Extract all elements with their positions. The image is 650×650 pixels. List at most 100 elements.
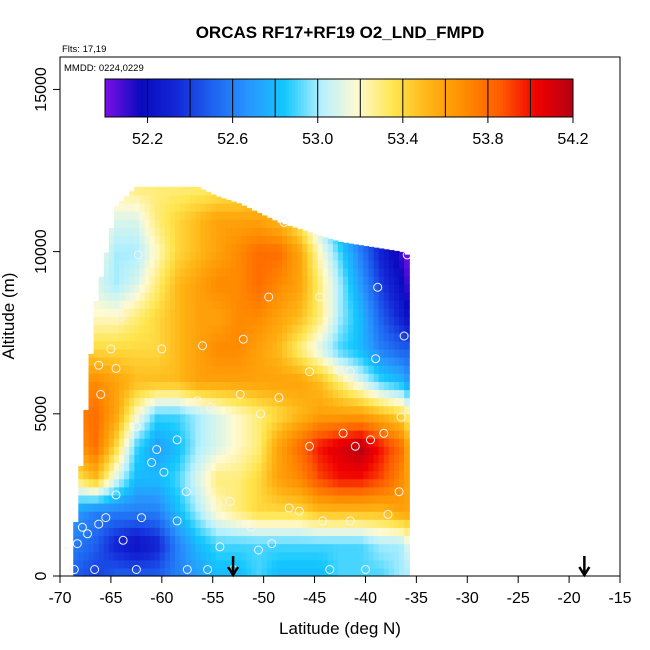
heatmap-cell (185, 559, 191, 569)
heatmap-cell (322, 454, 329, 464)
heatmap-cell (302, 405, 309, 415)
heatmap-cell (108, 267, 115, 277)
heatmap-cell (103, 300, 110, 309)
heatmap-cell (108, 430, 115, 439)
heatmap-cell (327, 543, 334, 553)
heatmap-cell (337, 389, 344, 399)
heatmap-cell (241, 454, 247, 464)
colorbar-segment (271, 79, 276, 117)
heatmap-cell (251, 430, 258, 439)
heatmap-cell (154, 551, 161, 561)
heatmap-cell (343, 259, 349, 269)
heatmap-cell (154, 324, 161, 334)
heatmap-cell (231, 389, 237, 399)
heatmap-cell (317, 340, 324, 350)
heatmap-cell (98, 462, 105, 472)
heatmap-cell (200, 397, 207, 407)
heatmap-cell (164, 567, 171, 577)
heatmap-cell (383, 405, 390, 415)
heatmap-cell (383, 519, 390, 528)
heatmap-cell (261, 486, 268, 496)
heatmap-cell (144, 348, 151, 358)
heatmap-cell (246, 227, 253, 237)
heatmap-cell (195, 251, 202, 261)
heatmap-cell (119, 543, 125, 553)
heatmap-cell (261, 324, 268, 334)
heatmap-cell (98, 389, 105, 399)
heatmap-cell (134, 308, 141, 318)
heatmap-cell (164, 438, 171, 447)
heatmap-cell (271, 486, 278, 496)
heatmap-cell (139, 227, 146, 237)
heatmap-cell (271, 535, 278, 545)
heatmap-cell (292, 470, 298, 480)
heatmap-cell (256, 421, 263, 431)
colorbar-segment (540, 79, 545, 117)
heatmap-cell (175, 316, 181, 326)
heatmap-cell (353, 357, 359, 366)
heatmap-cell (205, 503, 212, 512)
heatmap-cell (343, 438, 349, 447)
heatmap-cell (348, 397, 354, 407)
heatmap-cell (358, 438, 365, 447)
heatmap-cell (200, 559, 207, 569)
heatmap-cell (139, 454, 146, 464)
heatmap-cell (119, 535, 125, 545)
heatmap-cell (88, 430, 95, 439)
heatmap-cell (149, 267, 156, 277)
heatmap-cell (368, 413, 375, 423)
heatmap-cell (404, 543, 410, 553)
heatmap-cell (124, 267, 130, 277)
heatmap-cell (139, 259, 146, 269)
heatmap-cell (399, 397, 405, 407)
heatmap-cell (119, 511, 125, 520)
heatmap-cell (261, 251, 268, 261)
heatmap-cell (251, 267, 258, 277)
heatmap-cell (88, 454, 95, 464)
heatmap-cell (190, 567, 197, 577)
heatmap-cell (353, 381, 359, 391)
heatmap-cell (388, 421, 395, 431)
x-tick-label: -60 (150, 590, 173, 607)
heatmap-cell (220, 478, 227, 488)
heatmap-cell (139, 413, 146, 423)
heatmap-cell (337, 511, 344, 520)
heatmap-cell (195, 259, 202, 269)
heatmap-cell (220, 381, 227, 391)
heatmap-cell (180, 397, 186, 407)
heatmap-cell (358, 267, 365, 277)
heatmap-cell (358, 275, 365, 285)
heatmap-cell (241, 205, 247, 212)
heatmap-cell (292, 527, 298, 537)
heatmap-cell (236, 486, 242, 496)
heatmap-cell (246, 543, 253, 553)
heatmap-cell (292, 535, 298, 545)
heatmap-cell (144, 292, 151, 301)
heatmap-cell (134, 567, 141, 577)
heatmap-cell (276, 365, 283, 374)
heatmap-cell (332, 381, 339, 391)
heatmap-cell (256, 567, 263, 577)
heatmap-cell (348, 462, 354, 472)
heatmap-cell (225, 235, 232, 245)
heatmap-cell (180, 373, 186, 382)
heatmap-cell (134, 243, 141, 253)
heatmap-cell (383, 511, 390, 520)
colorbar-segment (344, 79, 349, 117)
heatmap-cell (98, 486, 105, 496)
heatmap-cell (302, 454, 309, 464)
heatmap-cell (332, 470, 339, 480)
heatmap-cell (368, 470, 375, 480)
heatmap-cell (225, 284, 232, 293)
heatmap-cell (373, 559, 380, 569)
heatmap-cell (139, 527, 146, 537)
heatmap-cell (292, 332, 298, 342)
heatmap-cell (225, 227, 232, 237)
sample-point (83, 529, 92, 539)
heatmap-cell (83, 454, 90, 464)
colorbar-segment (289, 79, 293, 117)
sample-point (111, 363, 121, 373)
heatmap-cell (175, 235, 181, 245)
heatmap-cell (113, 470, 120, 480)
colorbar-segment (534, 79, 539, 117)
